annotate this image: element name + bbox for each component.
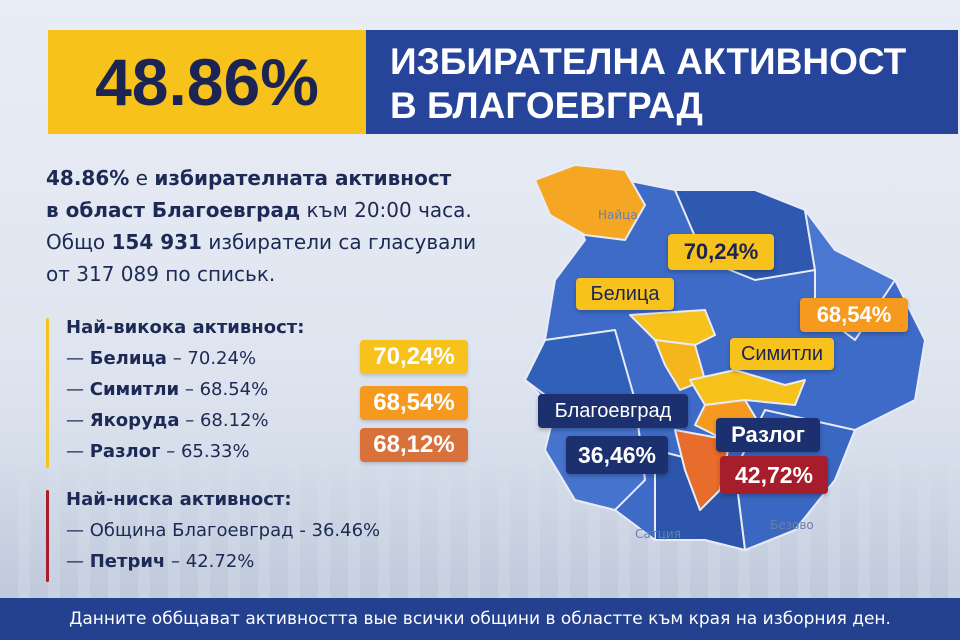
highest-turnout-list: Най-викока активност: — Белица – 70.24% … xyxy=(46,312,305,468)
map-town-satsiya: Сатция xyxy=(635,527,681,541)
map-value-top: 70,24% xyxy=(668,234,774,270)
lowest-heading: Най-ниска активност: xyxy=(66,489,292,510)
summary-text-2: към 20:00 часа. xyxy=(300,198,472,222)
list-item: — Якоруда – 68.12% xyxy=(66,410,269,431)
lowest-accent-bar xyxy=(46,490,49,582)
turnout-percent: 48.86% xyxy=(48,30,366,134)
summary-bold-2: в област Благоевград xyxy=(46,198,301,222)
page-title: ИЗБИРАТЕЛНА АКТИВНОСТ В БЛАГОЕВГРАД xyxy=(366,30,958,134)
summary-text-1: е xyxy=(129,166,155,190)
summary-percent: 48.86% xyxy=(46,166,130,190)
map-value-right: 68,54% xyxy=(800,298,908,332)
map-value-blagoevgrad: 36,46% xyxy=(566,436,668,474)
map-town-bezovo: Безово xyxy=(770,518,814,532)
summary-text-3b: избиратели са гласували xyxy=(201,230,477,254)
map-area-naitsa xyxy=(534,164,646,241)
summary-text: 48.86% е избирателната активност в облас… xyxy=(46,162,536,290)
footer-note: Данните оббщават активността вые всички … xyxy=(0,598,960,640)
map-label-belitsa: Белица xyxy=(576,278,674,310)
lowest-turnout-list: Най-ниска активност: — Община Благоевгра… xyxy=(46,484,381,582)
map-label-simitli: Симитли xyxy=(730,338,834,370)
highest-accent-bar xyxy=(46,318,49,468)
map-area-belitsa xyxy=(629,309,716,346)
list-item: — Разлог – 65.33% xyxy=(66,441,250,462)
badge-simitli: 68,54% xyxy=(360,386,468,420)
badge-belitsa: 70,24% xyxy=(360,340,468,374)
map-label-razlog: Разлог xyxy=(716,418,820,452)
list-item: — Симитли – 68.54% xyxy=(66,379,269,400)
list-item: — Белица – 70.24% xyxy=(66,348,257,369)
badge-yakoruda: 68,12% xyxy=(360,428,468,462)
summary-bold-1: избирателната активност xyxy=(154,166,452,190)
region-map xyxy=(524,164,926,551)
summary-text-3a: Общо xyxy=(46,230,112,254)
list-item: — Петрич – 42.72% xyxy=(66,551,255,572)
map-label-blagoevgrad: Благоевград xyxy=(538,394,688,428)
title-line-1: ИЗБИРАТЕЛНА АКТИВНОСТ xyxy=(390,41,907,82)
title-line-2: В БЛАГОЕВГРАД xyxy=(390,85,703,126)
header-banner: 48.86% ИЗБИРАТЕЛНА АКТИВНОСТ В БЛАГОЕВГР… xyxy=(48,30,958,134)
highest-heading: Най-викока активност: xyxy=(66,317,305,338)
map-value-razlog: 42,72% xyxy=(720,456,828,494)
map-town-naitsa: Найца xyxy=(598,208,638,222)
voters-count: 154 931 xyxy=(111,230,202,254)
summary-text-4: от 317 089 по списьк. xyxy=(46,262,276,286)
list-item: — Община Благоевград - 36.46% xyxy=(66,520,381,541)
